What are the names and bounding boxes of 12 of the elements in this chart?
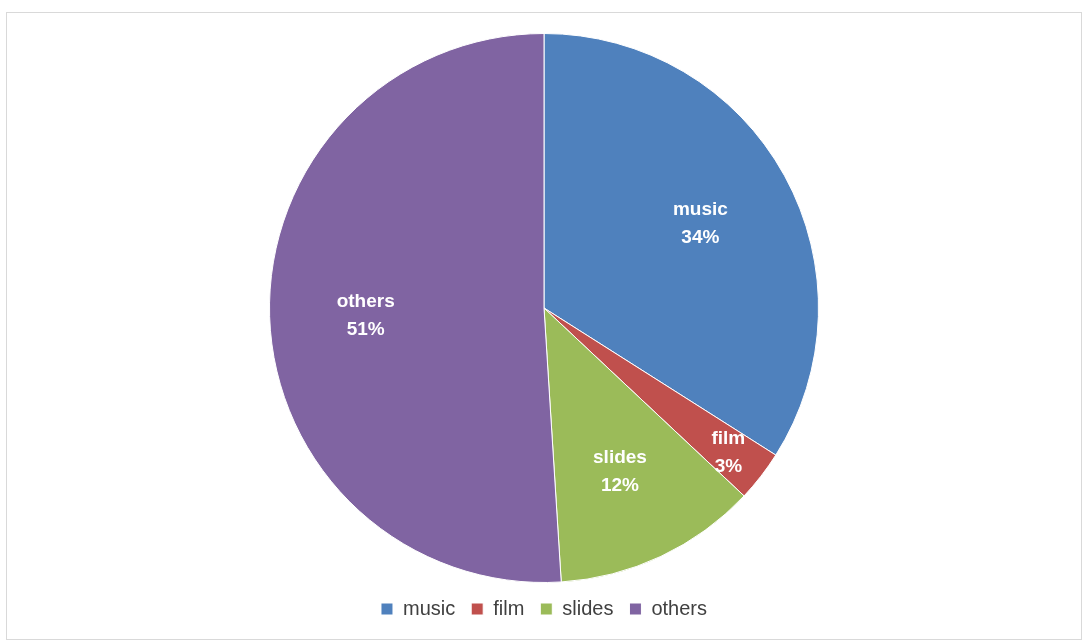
slice-label: others xyxy=(336,289,395,311)
legend-label: slides xyxy=(562,596,614,619)
legend-label: others xyxy=(651,596,708,619)
slice-label: slides xyxy=(593,445,647,467)
slice-label: music xyxy=(672,198,729,220)
slice-label: film xyxy=(711,427,746,449)
data-label: 3% xyxy=(714,455,743,477)
data-label: 34% xyxy=(681,226,720,248)
data-label: 12% xyxy=(600,473,640,495)
legend-label: film xyxy=(493,596,525,619)
legend-label: music xyxy=(402,596,456,619)
data-label: 51% xyxy=(346,317,385,339)
